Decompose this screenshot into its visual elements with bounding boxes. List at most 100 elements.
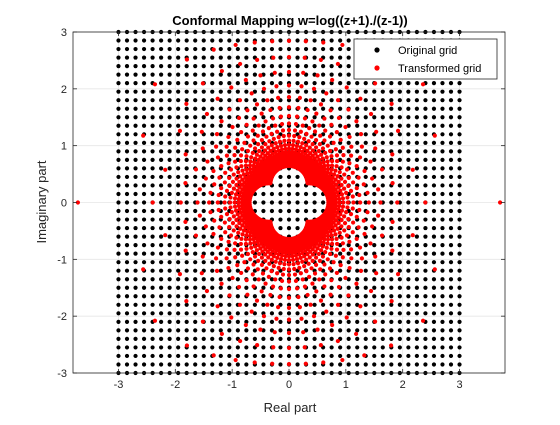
original-point — [193, 132, 198, 137]
original-point — [141, 311, 147, 316]
original-point — [235, 46, 240, 52]
transformed-point — [306, 139, 311, 144]
original-point — [167, 191, 172, 197]
original-point — [133, 243, 138, 248]
original-point — [414, 166, 419, 171]
legend-label-original: Original grid — [398, 45, 457, 57]
original-point — [372, 115, 377, 120]
series-transformed-grid — [75, 38, 503, 367]
transformed-point — [249, 91, 254, 96]
transformed-point — [263, 119, 268, 124]
transformed-point — [338, 263, 343, 268]
original-point — [201, 191, 206, 197]
transformed-point — [310, 142, 315, 147]
transformed-point — [310, 258, 315, 263]
transformed-point — [378, 200, 383, 205]
original-point — [397, 89, 402, 94]
transformed-point — [286, 38, 292, 43]
transformed-point — [337, 196, 342, 202]
transformed-point — [276, 265, 281, 270]
original-point — [380, 183, 385, 188]
original-point — [193, 345, 198, 350]
transformed-point — [310, 252, 315, 257]
original-point — [312, 353, 317, 359]
transformed-point — [292, 133, 297, 139]
original-point — [159, 217, 164, 222]
original-point — [338, 251, 343, 256]
original-point — [141, 106, 147, 111]
original-point — [431, 234, 437, 239]
original-point — [159, 260, 164, 265]
original-point — [346, 362, 351, 367]
original-point — [321, 200, 326, 205]
transformed-point — [349, 256, 354, 261]
legend-label-transformed: Transformed grid — [398, 63, 481, 75]
original-point — [431, 98, 437, 103]
original-point — [329, 362, 334, 367]
original-point — [167, 174, 172, 180]
transformed-point — [232, 152, 237, 158]
original-point — [252, 200, 257, 205]
original-point — [329, 38, 334, 43]
original-point — [167, 336, 172, 341]
original-point — [389, 140, 394, 145]
original-point — [397, 302, 402, 307]
original-point — [210, 140, 215, 145]
transformed-point — [324, 245, 329, 250]
transformed-point — [358, 200, 363, 205]
transformed-point — [346, 216, 351, 222]
original-point — [397, 268, 402, 273]
transformed-point — [244, 167, 249, 172]
original-point — [448, 345, 454, 350]
transformed-point — [339, 165, 344, 170]
original-point — [133, 89, 138, 94]
original-point — [363, 345, 368, 350]
transformed-point — [238, 158, 243, 164]
transformed-point — [230, 124, 235, 130]
original-point — [286, 89, 292, 94]
transformed-point — [337, 170, 342, 175]
original-point — [363, 294, 368, 299]
original-point — [346, 157, 351, 162]
original-point — [252, 81, 257, 86]
transformed-point — [354, 214, 359, 219]
original-point — [201, 285, 206, 290]
original-point — [184, 268, 189, 273]
original-point — [423, 191, 428, 197]
original-point — [210, 243, 215, 248]
transformed-point — [259, 255, 265, 260]
transformed-point — [325, 233, 330, 238]
transformed-point — [283, 150, 288, 155]
original-point — [227, 157, 232, 162]
original-point — [406, 336, 411, 341]
original-point — [355, 123, 360, 128]
transformed-point — [243, 237, 249, 242]
original-point — [448, 243, 454, 248]
original-point — [329, 115, 334, 120]
transformed-point — [200, 254, 205, 259]
original-point — [397, 149, 402, 154]
transformed-point — [286, 254, 292, 259]
original-point — [159, 166, 164, 171]
original-point — [124, 174, 130, 180]
transformed-point — [423, 200, 428, 205]
transformed-point — [315, 327, 320, 332]
original-point — [448, 81, 454, 86]
transformed-point — [299, 316, 304, 321]
original-point — [124, 183, 130, 188]
original-point — [406, 217, 411, 222]
transformed-point — [248, 257, 253, 262]
transformed-point — [318, 133, 323, 138]
original-point — [457, 277, 462, 282]
original-point — [218, 362, 223, 367]
original-point — [380, 191, 385, 197]
transformed-point — [341, 200, 346, 205]
transformed-point — [302, 345, 307, 350]
original-point — [261, 106, 266, 111]
transformed-point — [222, 220, 227, 225]
transformed-point — [304, 257, 309, 262]
transformed-point — [222, 200, 227, 205]
original-point — [380, 311, 385, 316]
transformed-point — [354, 186, 359, 191]
original-point — [244, 81, 249, 86]
